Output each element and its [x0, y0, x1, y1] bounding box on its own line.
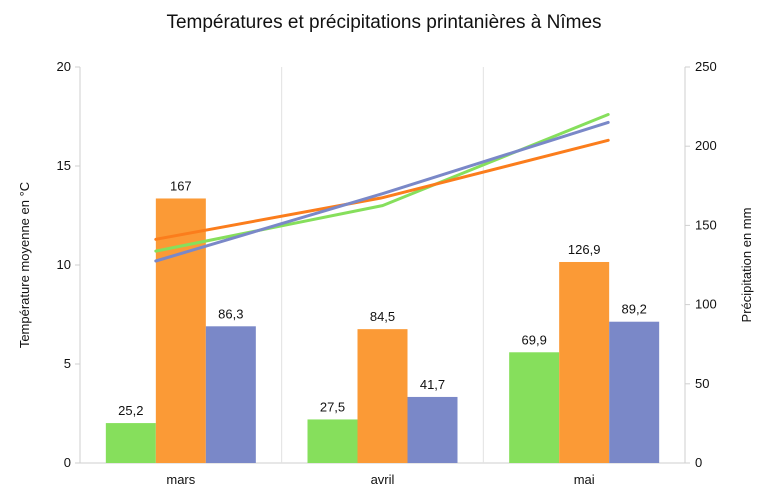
bar [509, 352, 560, 463]
bar [609, 321, 660, 463]
bar [407, 396, 458, 463]
bar [205, 326, 256, 463]
right-tick-label: 150 [695, 217, 717, 232]
data-label: 86,3 [218, 306, 243, 321]
bar [105, 423, 156, 463]
chart-title: Températures et précipitations printaniè… [166, 12, 602, 33]
data-label: 89,2 [622, 302, 647, 317]
data-label: 25,2 [118, 403, 143, 418]
category-label: avril [371, 472, 395, 487]
data-label: 167 [170, 178, 192, 193]
left-axis-title: Température moyenne en °C [17, 182, 32, 348]
bar [357, 329, 408, 463]
trend-line [154, 138, 610, 241]
right-tick-label: 200 [695, 138, 717, 153]
right-axis-title: Précipitation en mm [739, 208, 754, 323]
data-label: 84,5 [370, 309, 395, 324]
left-tick-label: 20 [57, 59, 71, 74]
left-tick-label: 15 [57, 158, 71, 173]
right-tick-label: 250 [695, 59, 717, 74]
data-label: 41,7 [420, 377, 445, 392]
trend-line [154, 113, 610, 253]
data-label: 27,5 [320, 399, 345, 414]
trend-line [154, 120, 610, 263]
left-tick-label: 5 [64, 356, 71, 371]
data-label: 69,9 [522, 332, 547, 347]
category-label: mars [166, 472, 195, 487]
bar [559, 261, 610, 463]
right-tick-label: 100 [695, 297, 717, 312]
right-tick-label: 50 [695, 376, 709, 391]
left-tick-label: 10 [57, 257, 71, 272]
right-tick-label: 0 [695, 455, 702, 470]
left-tick-label: 0 [64, 455, 71, 470]
bar [307, 419, 358, 463]
data-label: 126,9 [568, 242, 601, 257]
category-label: mai [574, 472, 595, 487]
